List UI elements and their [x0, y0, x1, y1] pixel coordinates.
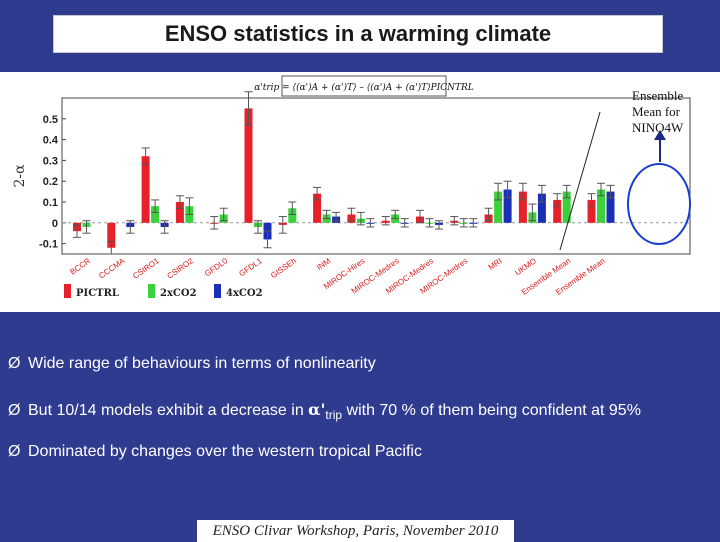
bar	[175, 202, 184, 223]
bar	[107, 222, 116, 248]
bullet-marker: Ø	[8, 443, 21, 460]
bullet-2: Ø But 10/14 models exhibit a decrease in …	[8, 400, 641, 422]
chart-panel: -0.1 0 0.1 0.2 0.3 0.4 0.5 2-α α'trip = ⟨(α')A +…	[0, 72, 720, 312]
pointer-line	[559, 111, 601, 251]
category-label: GFDL0	[203, 256, 230, 278]
category-label: CSIRO2	[165, 256, 195, 281]
formula-text: α'trip = ⟨(α')A + (α')T⟩ – ⟨(α')A + (α')…	[254, 82, 474, 93]
y-tick-label: 0.5	[43, 114, 58, 126]
legend-label: 4xCO2	[226, 288, 263, 299]
ensemble-note: Ensemble Mean for NINO4W	[632, 88, 718, 136]
bar	[288, 208, 297, 223]
y-tick-label: 0.1	[43, 197, 58, 209]
bullet-text-pre: But 10/14 models exhibit a decrease in	[28, 402, 309, 419]
bar	[244, 108, 253, 223]
formula-box	[281, 75, 447, 97]
category-label: MRI	[487, 256, 504, 272]
bullet-marker: Ø	[8, 402, 21, 419]
y-tick-label: 0.4	[43, 135, 59, 147]
bullet-3: Ø Dominated by changes over the western t…	[8, 443, 422, 461]
bar	[587, 199, 596, 223]
y-tick-label: 0.2	[43, 176, 58, 188]
y-tick-label: -0.1	[39, 239, 58, 251]
slide-title: ENSO statistics in a warming climate	[53, 15, 663, 53]
ensemble-note-line-1: Ensemble	[632, 88, 684, 103]
arrow-head	[654, 130, 666, 140]
category-label: GFDL1	[237, 256, 264, 278]
bar	[141, 156, 150, 223]
bar	[606, 191, 615, 223]
bar	[597, 189, 605, 223]
bar	[313, 193, 322, 223]
plot-frame	[61, 97, 691, 255]
bar	[537, 193, 546, 223]
legend-swatch	[148, 284, 155, 298]
bar	[518, 191, 527, 223]
bar	[151, 206, 160, 223]
legend-swatch	[64, 284, 71, 298]
bullet-text-post: with 70 % of them being confident at 95%	[342, 402, 641, 419]
category-label: CCCMA	[97, 256, 127, 281]
ensemble-circle	[627, 163, 691, 245]
y-tick-label: 0	[52, 218, 58, 230]
bar	[494, 191, 503, 223]
ensemble-note-line-2: Mean for	[632, 104, 681, 119]
category-label: BCCR	[68, 256, 92, 277]
y-axis-label: 2-α	[12, 164, 28, 188]
bar-chart: -0.1 0 0.1 0.2 0.3 0.4 0.5 2-α α'trip = ⟨(α')A +…	[12, 75, 691, 299]
legend-label: PICTRL	[76, 288, 119, 299]
bullet-marker: Ø	[8, 355, 21, 372]
footer: ENSO Clivar Workshop, Paris, November 20…	[197, 520, 514, 542]
legend-swatch	[214, 284, 221, 298]
category-label: INM	[315, 256, 332, 272]
y-tick-label: 0.3	[43, 155, 58, 167]
alpha-symbol: α'	[308, 400, 326, 419]
bullet-text: Dominated by changes over the western tr…	[28, 443, 422, 460]
bar	[562, 191, 571, 223]
category-label: UKMO	[513, 256, 538, 277]
category-label: CSIRO1	[131, 256, 161, 281]
legend-label: 2xCO2	[160, 288, 197, 299]
bullet-text: Wide range of behaviours in terms of non…	[28, 355, 376, 372]
ensemble-note-line-3: NINO4W	[632, 120, 684, 135]
bullet-1: Ø Wide range of behaviours in terms of no…	[8, 355, 376, 373]
category-label: GISSEh	[269, 256, 298, 280]
bar	[503, 189, 512, 223]
bar	[553, 199, 562, 223]
alpha-subscript: trip	[325, 408, 343, 423]
